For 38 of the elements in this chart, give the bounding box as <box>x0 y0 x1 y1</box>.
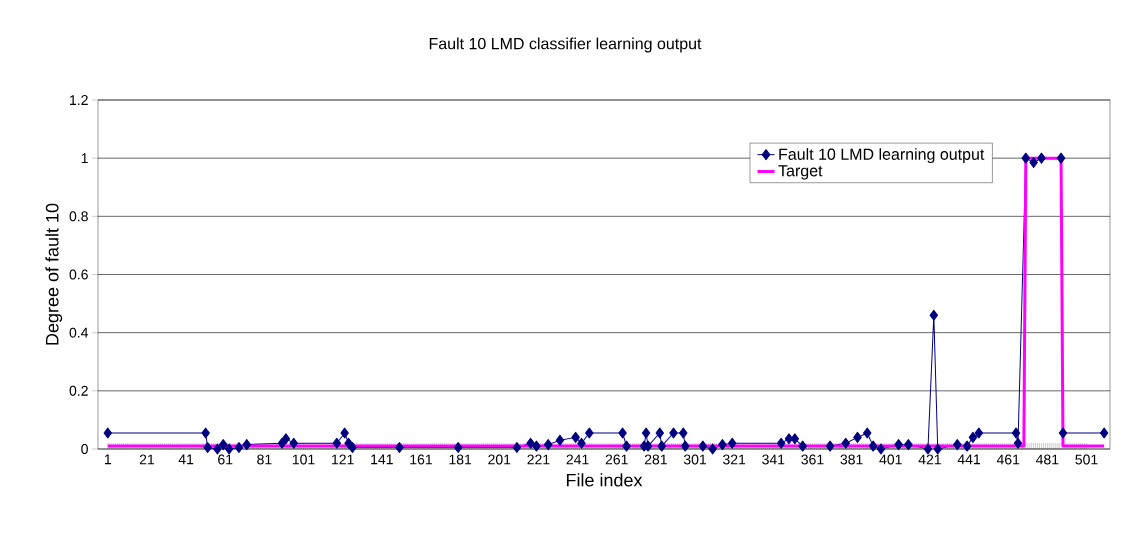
x-tick-label: 161 <box>410 454 432 465</box>
chart-title: Fault 10 LMD classifier learning output <box>429 37 702 53</box>
x-tick-label: 341 <box>762 454 785 465</box>
x-tick-label: 81 <box>257 454 272 465</box>
x-tick-label: 281 <box>644 454 667 465</box>
y-tick-label: 0.6 <box>69 269 88 280</box>
x-tick-label: 141 <box>371 454 393 465</box>
x-tick-label: 301 <box>683 454 707 465</box>
legend-label: Fault 10 LMD learning output <box>779 148 985 164</box>
x-tick-label: 101 <box>292 454 315 465</box>
x-tick-label: 441 <box>957 454 981 465</box>
x-tick-label: 1 <box>104 454 111 465</box>
x-tick-label: 201 <box>488 454 511 465</box>
legend-label: Target <box>778 165 823 180</box>
x-tick-label: 261 <box>605 454 628 465</box>
x-tick-label: 21 <box>139 454 155 465</box>
y-tick-label: 1.2 <box>70 95 88 105</box>
x-tick-label: 41 <box>178 454 194 465</box>
x-tick-label: 481 <box>1035 454 1059 465</box>
y-tick-label: 0 <box>81 444 88 454</box>
x-tick-label: 321 <box>723 454 746 465</box>
x-tick-label: 221 <box>527 454 550 465</box>
y-tick-label: 0.2 <box>69 385 88 396</box>
x-tick-label: 121 <box>332 454 354 465</box>
x-tick-label: 421 <box>918 454 941 465</box>
x-tick-label: 181 <box>449 454 472 465</box>
x-tick-label: 361 <box>801 454 824 465</box>
x-tick-label: 461 <box>996 454 1020 465</box>
x-axis-title: File index <box>566 473 643 487</box>
x-tick-label: 381 <box>840 454 863 465</box>
x-tick-label: 501 <box>1075 454 1098 465</box>
x-tick-label: 241 <box>566 454 589 465</box>
y-tick-label: 0.4 <box>69 327 89 338</box>
y-tick-label: 0.8 <box>69 211 88 222</box>
y-axis-title: Degree of fault 10 <box>45 203 63 345</box>
x-tick-label: 61 <box>218 454 233 465</box>
y-tick-label: 1 <box>81 153 88 163</box>
x-tick-label: 401 <box>879 454 902 465</box>
